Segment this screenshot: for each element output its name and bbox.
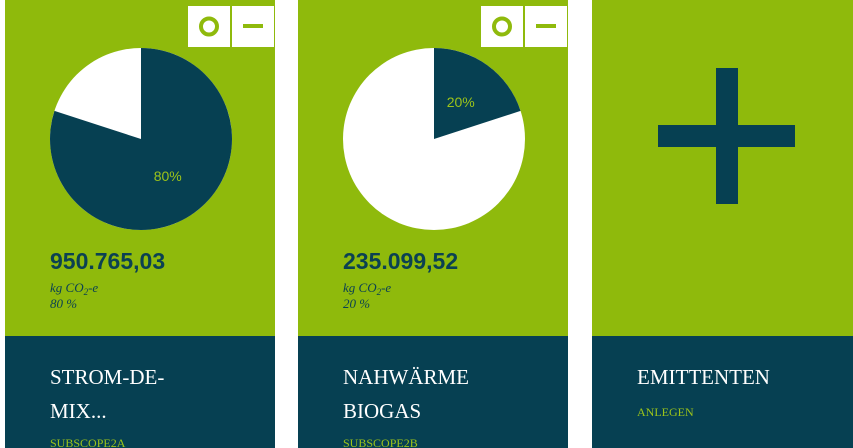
card-title: BIOGAS [343,399,421,423]
unit: kg CO2-e [343,280,391,297]
unit-part: 2 [377,287,382,297]
card[interactable]: EMITTENTEN ANLEGEN [592,0,853,448]
card-title: NAHWÄRME [343,365,469,389]
share-text: 80 % [50,296,77,311]
unit-part: -e [381,280,391,295]
pie-label: 20% [447,94,475,110]
card-title: MIX... [50,399,107,423]
share-text: 20 % [343,296,370,311]
total: 235.099,52 [343,248,458,274]
card[interactable]: NAHWÄRME BIOGAS SUBSCOPE2B 20% 235.099,52 kg … [298,0,568,448]
settings-button[interactable] [481,6,523,47]
total: 950.765,03 [50,248,165,274]
card-bottom [5,336,275,448]
unit-part: 2 [84,287,89,297]
settings-icon [199,16,219,37]
card-subtitle: SUBSCOPE2A [50,436,126,448]
unit-part: -e [88,280,98,295]
settings-icon [492,16,512,37]
pie-slice [50,48,233,230]
card[interactable]: STROM-DE- MIX... SUBSCOPE2A 80% 950.765,03 kg… [5,0,275,448]
card-subtitle: ANLEGEN [637,405,694,419]
pie-slice [434,48,521,139]
unit-part: kg CO [343,280,377,295]
card-title: STROM-DE- [50,365,164,389]
pie-label: 80% [154,168,182,184]
unit-part: kg CO [50,280,84,295]
minimize-icon [243,24,263,28]
minimize-icon [536,24,556,28]
unit: kg CO2-e [50,280,98,297]
settings-button[interactable] [188,6,230,47]
card-bottom [298,336,568,448]
card-subtitle: SUBSCOPE2B [343,436,418,448]
card-title: EMITTENTEN [637,365,770,389]
card-bottom [592,336,853,448]
plus-horizontal [658,125,795,147]
